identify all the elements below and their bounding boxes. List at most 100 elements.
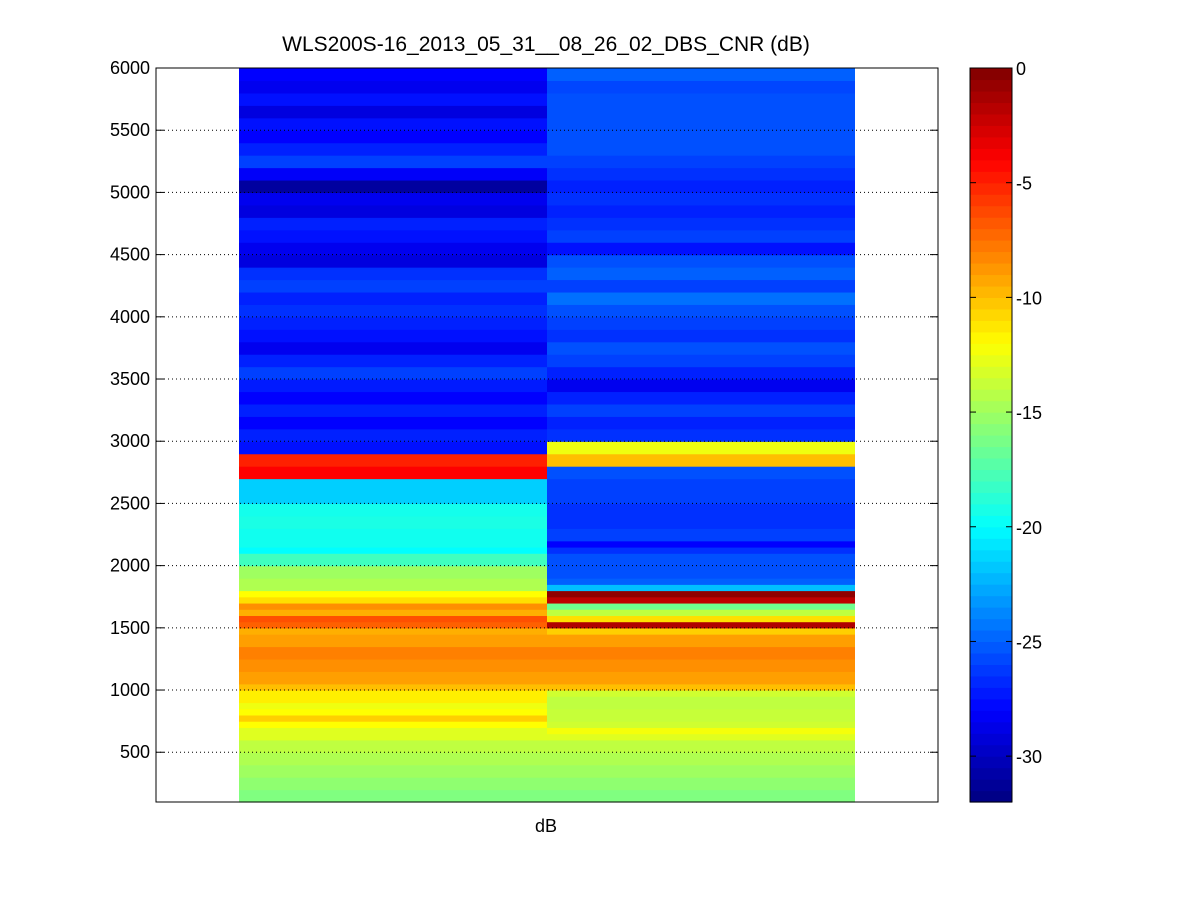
heatmap-cell [239,777,547,791]
heatmap-cell [547,683,855,691]
colorbar: 0 -5 -10 -15 -20 -25 -30 [969,59,1042,803]
colorbar-band [970,423,1012,436]
heatmap-cell [239,167,547,181]
colorbar-band [970,584,1012,597]
colorbar-ticks: 0 -5 -10 -15 -20 -25 -30 [970,59,1042,767]
colorbar-band [970,652,1012,665]
heatmap-cell [239,341,547,355]
heatmap-cell [239,621,547,629]
colorbar-band [970,400,1012,413]
colorbar-band [970,492,1012,505]
heatmap-cell [547,167,855,181]
heatmap-cell [547,515,855,529]
heatmap-cell [239,316,547,330]
colorbar-band [970,68,1012,81]
colorbar-band [970,480,1012,493]
heatmap-cell [547,671,855,685]
colorbar-band [970,595,1012,608]
y-tick-label: 5500 [110,120,150,140]
colorbar-band [970,125,1012,138]
heatmap-cell [239,366,547,380]
heatmap-cell [547,192,855,206]
heatmap-cell [239,646,547,660]
colorbar-tick-label: -30 [1016,747,1042,767]
heatmap-cell [239,441,547,455]
colorbar-band [970,297,1012,310]
heatmap-cell [239,578,547,592]
colorbar-band [970,538,1012,551]
colorbar-band [970,262,1012,276]
heatmap-cell [547,68,855,82]
y-tick-label: 1000 [110,680,150,700]
heatmap-cell [547,752,855,766]
heatmap-cell [239,752,547,766]
colorbar-band [970,343,1012,356]
heatmap-cell [239,80,547,94]
colorbar-band [970,148,1012,161]
heatmap-cell [239,702,547,710]
y-tick-label: 4000 [110,307,150,327]
heatmap-cell [547,329,855,343]
colorbar-band [970,171,1012,184]
heatmap-cell [547,602,855,610]
colorbar-tick-label: -15 [1016,403,1042,423]
colorbar-band [970,641,1012,654]
colorbar-band [970,561,1012,574]
heatmap-cell [547,242,855,256]
colorbar-band [970,767,1012,780]
chart-title: WLS200S-16_2013_05_31__08_26_02_DBS_CNR … [282,33,810,56]
colorbar-tick-label: 0 [1016,59,1026,79]
heatmap-cell [547,503,855,517]
colorbar-tick-label: -20 [1016,518,1042,538]
heatmap-cell [547,721,855,728]
heatmap-cell [239,503,547,517]
heatmap-cell [547,490,855,505]
heatmap-cell [547,291,855,305]
y-tick-label: 2000 [110,556,150,576]
heatmap-cell [547,634,855,648]
heatmap-cell [239,683,547,691]
heatmap-cell [239,515,547,529]
colorbar-band [970,675,1012,688]
y-tick-label: 2500 [110,493,150,513]
colorbar-band [970,113,1012,126]
y-axis: 500 1000 1500 2000 2500 3000 3500 4000 4500 5000 5… [110,58,938,762]
colorbar-band [970,618,1012,631]
heatmap-cell [239,403,547,417]
heatmap-cells [239,68,855,803]
colorbar-band [970,572,1012,585]
heatmap-cell [547,764,855,778]
heatmap-cell [239,565,547,579]
heatmap-cell [547,416,855,430]
heatmap-cell [239,671,547,685]
heatmap-cell [547,553,855,567]
heatmap-cell [547,466,855,480]
colorbar-band [970,710,1012,723]
colorbar-band [970,194,1012,207]
heatmap-cell [547,453,855,467]
heatmap-cell [239,68,547,82]
heatmap-cell [547,354,855,368]
colorbar-band [970,607,1012,620]
heatmap-cell [547,733,855,741]
heatmap-cell [239,634,547,648]
y-tick-label: 1500 [110,618,150,638]
heatmap-cell [239,540,547,548]
heatmap-cell [547,142,855,156]
heatmap-cell [547,254,855,268]
colorbar-band [970,412,1012,425]
colorbar-band [970,136,1012,149]
colorbar-band [970,377,1012,390]
y-tick-label: 6000 [110,58,150,78]
heatmap-cell [239,627,547,635]
heatmap-cell [547,540,855,548]
x-axis-label: dB [535,816,557,836]
colorbar-band [970,240,1012,253]
heatmap-cell [547,341,855,355]
heatmap-cell [547,179,855,194]
y-tick-label: 4500 [110,245,150,265]
colorbar-band [970,721,1012,734]
colorbar-band [970,205,1012,218]
heatmap-cell [547,584,855,592]
